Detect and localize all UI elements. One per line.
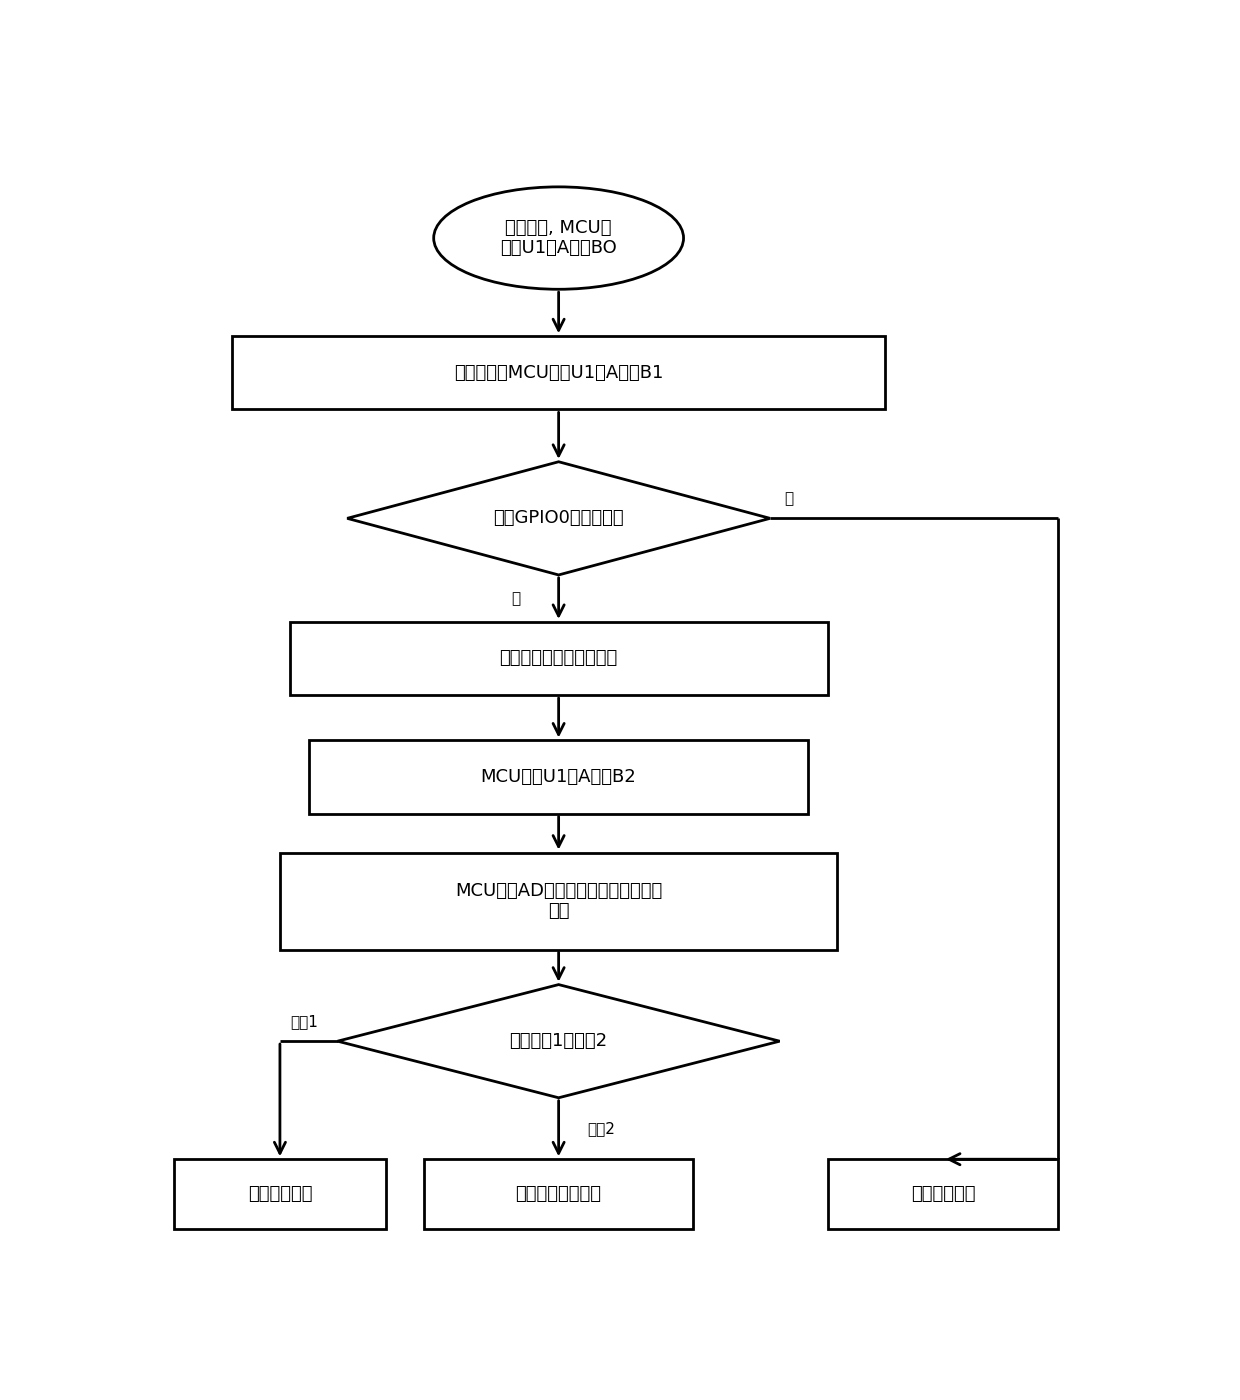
Text: 扬声器为短路或正常连接: 扬声器为短路或正常连接 [500, 650, 618, 668]
Bar [309, 741, 808, 813]
Text: 电路上电, MCU默
认把U1的A切到BO: 电路上电, MCU默 认把U1的A切到BO [500, 218, 618, 258]
Bar [280, 853, 837, 949]
Text: 高: 高 [511, 591, 521, 606]
Text: MCU读取AD电压值，并查询对比内部
键值: MCU读取AD电压值，并查询对比内部 键值 [455, 882, 662, 920]
Text: 键值1: 键值1 [290, 1014, 319, 1029]
Bar [289, 622, 828, 696]
Bar [174, 1159, 386, 1229]
Text: 扬声器为短路: 扬声器为短路 [248, 1186, 312, 1203]
Bar [232, 336, 885, 409]
Text: 扬声器为正常连接: 扬声器为正常连接 [516, 1186, 601, 1203]
Text: 扬声器为开路: 扬声器为开路 [910, 1186, 976, 1203]
Text: 判断GPIO0，高或低？: 判断GPIO0，高或低？ [494, 510, 624, 528]
Text: 低: 低 [785, 491, 794, 507]
Text: 开始检测，MCU控制U1把A切到B1: 开始检测，MCU控制U1把A切到B1 [454, 364, 663, 382]
Bar [424, 1159, 693, 1229]
Text: MCU控制U1把A切到B2: MCU控制U1把A切到B2 [481, 769, 636, 785]
Text: 键值2: 键值2 [588, 1121, 615, 1135]
Bar [828, 1159, 1058, 1229]
Text: 判断键值1，键值2: 判断键值1，键值2 [510, 1032, 608, 1050]
